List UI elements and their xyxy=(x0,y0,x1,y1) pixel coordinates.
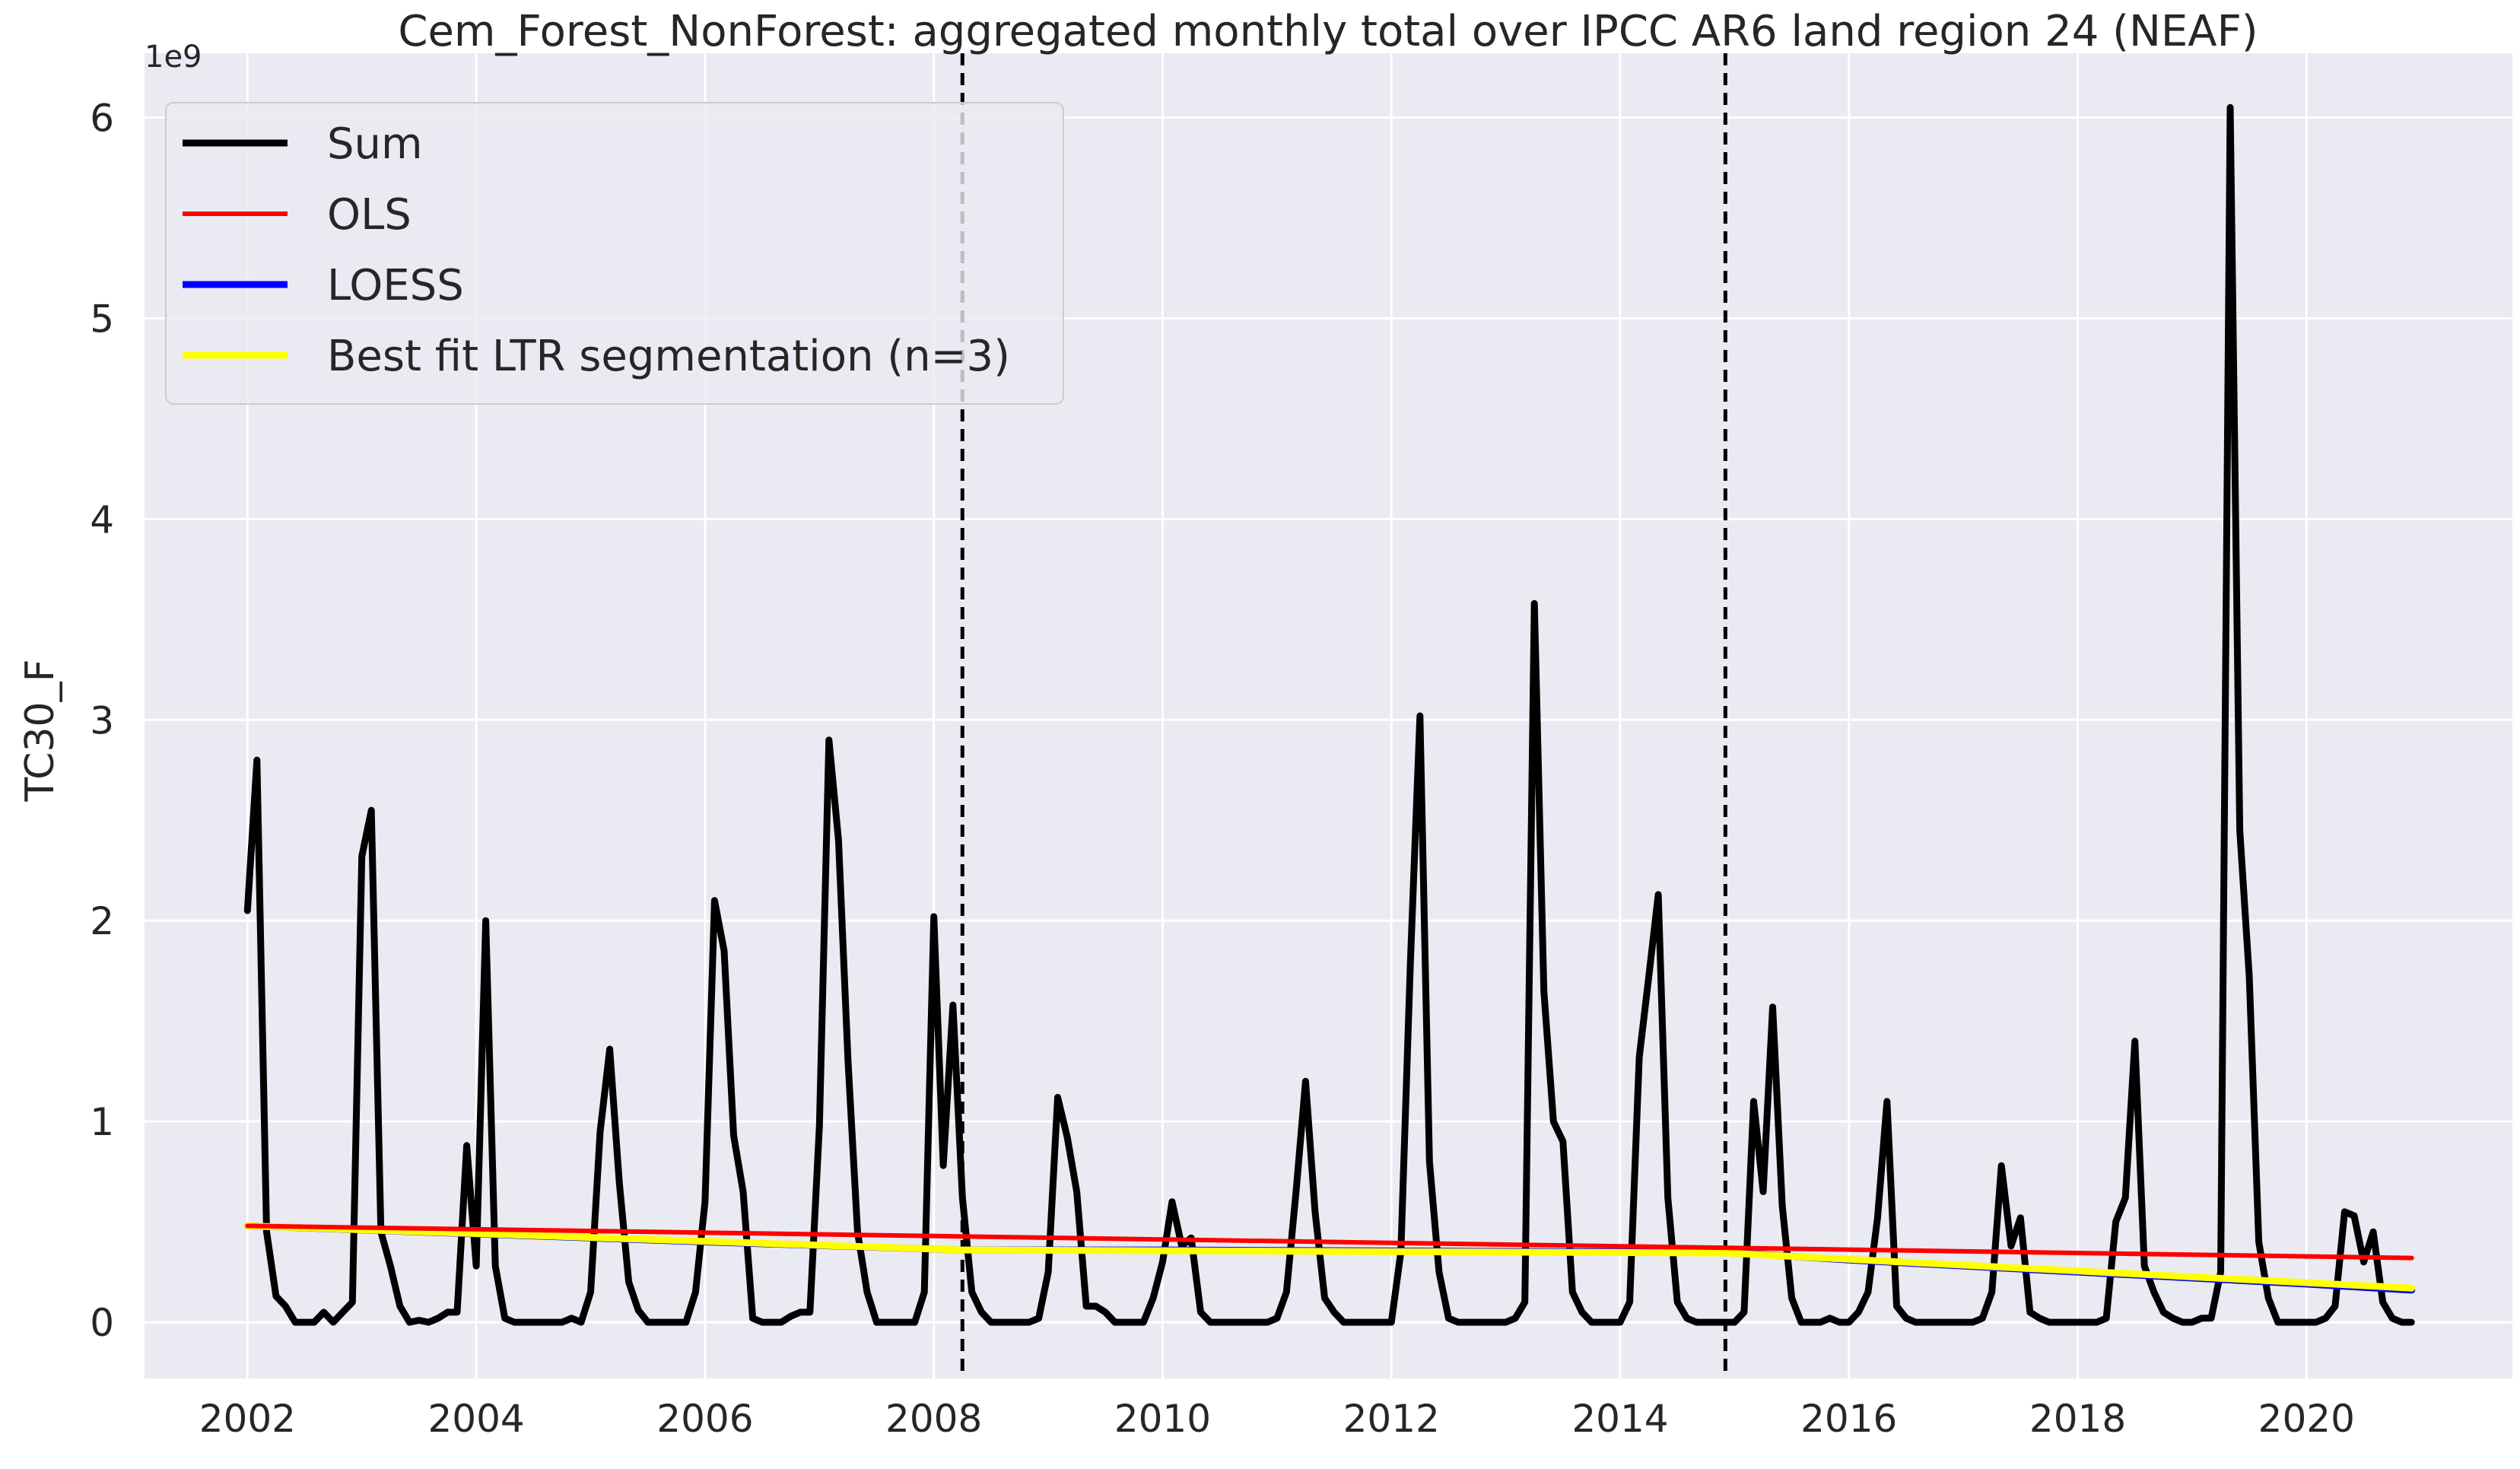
y-tick-label: 3 xyxy=(90,698,114,742)
y-tick-label: 1 xyxy=(90,1100,114,1144)
series-lines xyxy=(243,103,2416,1326)
tick-labels: 2002 2004 2006 2008 2010 2012 2014 2016 2018 2020… xyxy=(90,96,2355,1441)
legend-label-ltr-segmentation: Best fit LTR segmentation (n=3) xyxy=(327,332,1010,381)
chart-title: Cem_Forest_NonForest: aggregated monthly… xyxy=(398,7,2258,56)
grid xyxy=(145,53,2512,1378)
y-tick-label: 2 xyxy=(90,899,114,943)
x-tick-label: 2004 xyxy=(427,1397,524,1441)
series-ltr-segmentation-line xyxy=(243,1222,2416,1292)
y-tick-label: 6 xyxy=(90,96,114,140)
y-axis-label: TC30_F xyxy=(17,659,63,802)
series-ols-line xyxy=(245,1223,2414,1261)
x-tick-label: 2016 xyxy=(1800,1397,1897,1441)
series-sum-line xyxy=(243,103,2415,1326)
x-tick-label: 2012 xyxy=(1343,1397,1440,1441)
y-tick-label: 0 xyxy=(90,1301,114,1345)
y-tick-label: 5 xyxy=(90,297,114,341)
legend-label-loess: LOESS xyxy=(327,261,464,310)
x-tick-label: 2002 xyxy=(199,1397,296,1441)
legend-frame xyxy=(165,102,1064,405)
x-tick-label: 2018 xyxy=(2029,1397,2126,1441)
legend-label-ols: OLS xyxy=(327,190,412,240)
x-tick-label: 2010 xyxy=(1114,1397,1211,1441)
legend-label-sum: Sum xyxy=(327,119,423,169)
x-tick-label: 2020 xyxy=(2258,1397,2355,1441)
x-tick-label: 2014 xyxy=(1571,1397,1668,1441)
legend: Sum OLS LOESS Best fit LTR segmentation … xyxy=(165,102,1064,405)
x-tick-label: 2008 xyxy=(885,1397,982,1441)
y-tick-label: 4 xyxy=(90,498,114,542)
x-tick-label: 2006 xyxy=(656,1397,753,1441)
y-axis-offset-label: 1e9 xyxy=(145,40,202,75)
